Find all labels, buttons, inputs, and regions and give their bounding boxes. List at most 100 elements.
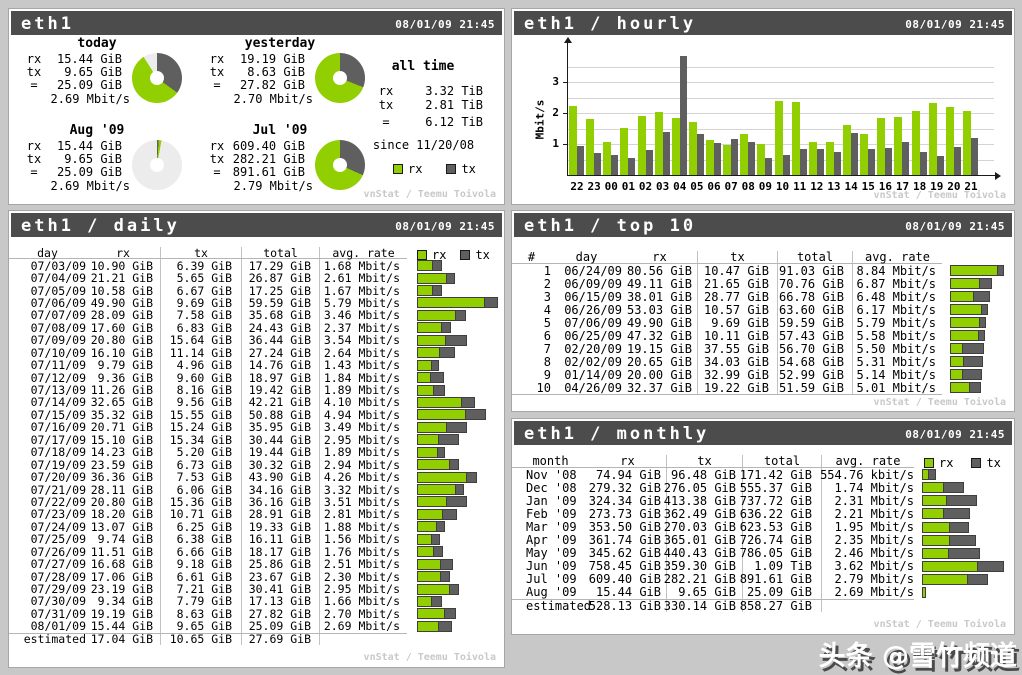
table-cell: 10.71 GiB <box>161 507 242 521</box>
table-cell: 7 <box>543 341 551 356</box>
table-header-row: day rx tx total avg. rate <box>9 246 407 260</box>
table-row: Aug '09 15.44 GiB 9.65 GiB 25.09 GiB 2.69 Mb… <box>512 585 926 600</box>
rx-bar-seg <box>418 522 436 532</box>
table-cell: 6.67 GiB <box>161 284 242 298</box>
alltime-stats: rx 3.32 TiB tx 2.81 TiB = 6.12 TiB <box>373 84 483 130</box>
rx-tx-bar <box>922 534 976 546</box>
table-cell: 6 <box>543 328 551 343</box>
stat-line: = 891.61 GiB <box>204 166 305 179</box>
stat-label: = <box>213 165 221 179</box>
rx-tx-bar <box>417 297 498 309</box>
rx-tx-bar <box>922 482 964 494</box>
rx-legend-swatch <box>924 458 934 468</box>
panel-header: eth1 / daily 08/01/09 21:45 <box>11 213 502 237</box>
table-cell: 07/23/09 <box>30 507 86 522</box>
table-cell: 282.21 GiB <box>664 572 743 586</box>
x-tick-label: 20 <box>947 180 961 193</box>
table-cell: 9.65 GiB <box>161 619 242 633</box>
table-cell: 2.69 Mbit/s <box>834 585 914 600</box>
rx-tx-bar <box>417 409 486 421</box>
tx-bar-seg <box>962 344 983 353</box>
rx-tx-donut <box>315 140 365 190</box>
rx-tx-bar <box>417 372 444 384</box>
summary-block-stats: rx 609.40 GiB tx 282.21 GiB = 891.61 GiB <box>204 140 305 179</box>
table-cell: 07/06/09 <box>30 295 86 310</box>
tx-bar-seg <box>438 435 458 445</box>
stat-value: 8.63 GiB <box>247 65 305 79</box>
tx-bar-seg <box>433 547 442 557</box>
rx-tx-bar <box>950 265 1004 276</box>
table-row: 3 06/15/09 38.01 GiB 28.77 GiB 66.78 GiB 6.48… <box>512 290 990 304</box>
rx-bar <box>569 106 577 175</box>
table-cell: 30.41 GiB <box>242 582 320 596</box>
table-cell: 1.74 Mbit/s <box>834 480 914 495</box>
rx-bar <box>894 116 903 175</box>
table-cell: 25.09 GiB <box>743 585 822 599</box>
table-cell: 9.74 GiB <box>86 532 161 546</box>
estimated-row: estimated 17.04 GiB 10.65 GiB 27.69 GiB <box>9 632 407 646</box>
table-cell: 32.65 GiB <box>86 395 161 409</box>
table-cell: 42.21 GiB <box>242 395 320 409</box>
table-cell: 07/16/09 <box>30 420 86 435</box>
stat-line: rx 15.44 GiB <box>21 53 122 66</box>
table-cell: 56.70 GiB <box>778 342 853 356</box>
table-cell: rx <box>622 250 698 264</box>
rx-bar-seg <box>951 370 962 379</box>
channel-watermark: 头条 @雪竹频道 <box>818 641 1017 672</box>
table-cell: 2.21 Mbit/s <box>834 506 914 521</box>
rx-bar <box>671 117 680 175</box>
rx-bar-seg <box>418 286 432 296</box>
rx-bar-seg <box>418 348 439 358</box>
hourly-panel: eth1 / hourly 08/01/09 21:45 22 23 00 01 02 0… <box>511 8 1015 205</box>
tx-bar-seg <box>466 472 476 482</box>
table-cell: 2.95 Mbit/s <box>323 432 400 447</box>
rx-tx-bar <box>417 384 445 396</box>
table-cell: 74.94 GiB <box>589 468 667 482</box>
table-cell: 9.79 GiB <box>86 358 161 372</box>
table-cell: 1.66 Mbit/s <box>323 594 400 609</box>
rx-tx-bar <box>417 620 452 632</box>
table-cell: 5.20 GiB <box>161 445 242 459</box>
table-cell: 5 <box>543 315 551 330</box>
table-cell: total <box>242 246 320 260</box>
tx-bar-seg <box>449 460 458 470</box>
tx-bar-seg <box>979 318 985 327</box>
table-cell: 623.53 GiB <box>740 520 822 534</box>
rx-bar <box>586 119 595 175</box>
stat-label: tx <box>209 152 225 166</box>
rx-bar-seg <box>418 435 438 445</box>
vnstat-credit: vnStat / Teemu Toivola <box>363 652 496 663</box>
x-tick-label: 23 <box>587 180 601 193</box>
rx-bar <box>962 110 971 175</box>
table-cell: 554.76 kbit/s <box>820 467 914 482</box>
table-row: Apr '09 361.74 GiB 365.01 GiB 726.74 GiB 2.3… <box>512 533 976 548</box>
table-cell: 1.67 Mbit/s <box>323 283 400 298</box>
rx-bar <box>723 144 732 175</box>
table-cell: 6.39 GiB <box>161 259 242 273</box>
estimated-row: estimated 528.13 GiB 330.14 GiB 858.27 GiB <box>512 599 914 613</box>
panel-title: eth1 / top 10 <box>524 216 697 236</box>
panel-title: eth1 <box>21 14 74 34</box>
tx-bar-seg <box>431 596 441 606</box>
rx-bar-seg <box>418 509 442 519</box>
table-row: 07/24/09 13.07 GiB 6.25 GiB 19.33 GiB 1.88 M… <box>9 520 445 534</box>
stat-value: 891.61 GiB <box>232 165 305 179</box>
table-cell: 3.49 Mbit/s <box>323 420 400 435</box>
x-tick-label: 01 <box>621 180 635 193</box>
table-cell: 19.33 GiB <box>242 520 320 534</box>
table-cell: 35.32 GiB <box>86 408 161 422</box>
table-cell: 20.71 GiB <box>86 420 161 434</box>
table-cell: 17.06 GiB <box>86 570 161 584</box>
table-cell: 636.22 GiB <box>740 507 822 521</box>
panel-date: 08/01/09 21:45 <box>905 18 1005 31</box>
table-cell: 20.65 GiB <box>622 355 698 369</box>
table-cell: 3.32 Mbit/s <box>323 482 400 497</box>
table-cell: 07/09/09 <box>30 333 86 348</box>
tx-bar-seg <box>431 360 438 370</box>
table-cell: 01/14/09 <box>564 367 622 382</box>
table-cell: 3.54 Mbit/s <box>323 333 400 348</box>
table-row: 07/21/09 28.11 GiB 6.06 GiB 34.16 GiB 3.32 M… <box>9 482 464 497</box>
table-cell: 49.11 GiB <box>622 277 698 291</box>
table-cell: 361.74 GiB <box>589 533 667 547</box>
table-cell: Apr '09 <box>526 533 577 548</box>
